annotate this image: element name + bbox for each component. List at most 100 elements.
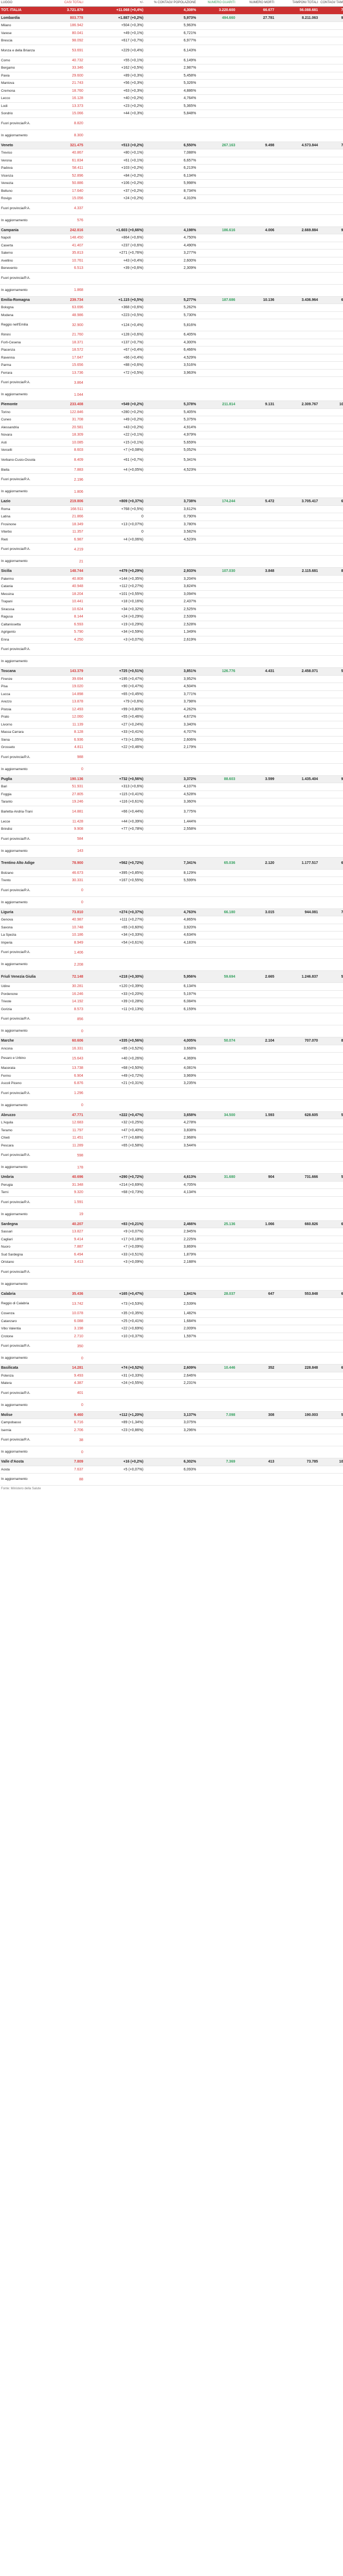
province-row[interactable]: In aggiornamento: [0, 655, 343, 668]
province-row[interactable]: Ascoli Piceno 6.876 +21 (+0,31%) 3,235%: [0, 1079, 343, 1088]
province-row[interactable]: Savona 10.748 +65 (+0,60%) 3,920%: [0, 924, 343, 932]
province-row[interactable]: Fuori provincia/P.A. 2.196: [0, 473, 343, 486]
region-row[interactable]: Calabria 35.436 +165 (+0,47%) 1,841% 28.037 6…: [0, 1290, 343, 1298]
province-row[interactable]: Forlì-Cesena 18.371 +137 (+0,7%) 4,300%: [0, 339, 343, 347]
province-row[interactable]: Firenze 39.694 +195 (+0,47%) 3,952%: [0, 675, 343, 684]
province-row[interactable]: Ancona 16.331 +85 (+0,52%) 3,668%: [0, 1045, 343, 1053]
province-row[interactable]: Prato 12.060 +55 (+0,46%) 4,672%: [0, 713, 343, 721]
province-row[interactable]: Nuoro 7.887 +7 (+0,09%) 3,869%: [0, 1243, 343, 1251]
province-row[interactable]: Vercelli 8.603 +7 (+0,08%) 5,052%: [0, 446, 343, 454]
province-row[interactable]: Pesaro e Urbino 15.643 +40 (+0,26%) 4,369%: [0, 1052, 343, 1065]
province-row[interactable]: Potenza 9.493 +31 (+0,33%) 2,646%: [0, 1372, 343, 1380]
province-row[interactable]: Fuori provincia/P.A. 584: [0, 833, 343, 846]
province-row[interactable]: Reggio di Calabria 13.742 +73 (+0,53%) 2,53…: [0, 1297, 343, 1311]
province-row[interactable]: Grosseto 4.811 +22 (+0,46%) 2,179%: [0, 743, 343, 752]
province-row[interactable]: Monza e della Brianza 53.691 +229 (+0,4%) 6…: [0, 45, 343, 57]
region-row[interactable]: Puglia 190.136 +732 (+0,56%) 3,372% 88.603 3.…: [0, 775, 343, 784]
province-row[interactable]: Matera 4.387 +24 (+0,55%) 2,231%: [0, 1379, 343, 1388]
province-row[interactable]: In aggiornamento 178: [0, 1161, 343, 1174]
province-row[interactable]: Fuori provincia/P.A. 401: [0, 1387, 343, 1400]
province-row[interactable]: Fuori provincia/P.A. 350: [0, 1340, 343, 1353]
province-row[interactable]: Fuori provincia/P.A. 598: [0, 1149, 343, 1162]
province-row[interactable]: Rieti 6.987 +4 (+0,06%) 4,523%: [0, 536, 343, 544]
province-row[interactable]: Napoli 148.450 +864 (+0,6%) 4,750%: [0, 234, 343, 242]
province-row[interactable]: Como 40.732 +55 (+0,1%) 6,149%: [0, 57, 343, 65]
province-row[interactable]: Bolzano 46.673 +395 (+0,85%) 8,129%: [0, 869, 343, 878]
total-row[interactable]: TOT. ITALIA 3.721.879 +11.068 (+0,4%) 4,308…: [0, 6, 343, 15]
province-row[interactable]: Bergamo 33.346 +162 (+0,5%) 2,987%: [0, 64, 343, 72]
province-row[interactable]: Padova 58.411 +103 (+0,2%) 6,213%: [0, 164, 343, 172]
province-row[interactable]: Fuori provincia/P.A. 3.864: [0, 376, 343, 389]
province-row[interactable]: Cosenza 10.078 +35 (+0,35%) 1,482%: [0, 1309, 343, 1318]
province-row[interactable]: L'Aquila 12.683 +32 (+0,25%) 4,278%: [0, 1119, 343, 1127]
column-header[interactable]: TAMPONI TOTALI: [275, 0, 319, 7]
province-row[interactable]: Catania 40.948 +112 (+0,27%) 3,824%: [0, 582, 343, 591]
region-row[interactable]: Sicilia 148.744 +479 (+0,29%) 2,933% 107.030…: [0, 567, 343, 576]
province-row[interactable]: La Spezia 10.186 +34 (+0,33%) 4,634%: [0, 931, 343, 939]
province-row[interactable]: Vibo Valentia 3.198 +22 (+0,69%) 2,009%: [0, 1325, 343, 1333]
province-row[interactable]: Rovigo 15.056 +24 (+0,2%) 4,310%: [0, 194, 343, 203]
province-row[interactable]: In aggiornamento 19: [0, 1208, 343, 1221]
province-row[interactable]: Fuori provincia/P.A.: [0, 1266, 343, 1279]
region-row[interactable]: Umbria 40.696 +290 (+0,72%) 4,613% 31.680 904…: [0, 1173, 343, 1182]
province-row[interactable]: Ragusa 8.144 +24 (+0,29%) 2,539%: [0, 613, 343, 621]
province-row[interactable]: Fuori provincia/P.A. 4.337: [0, 202, 343, 215]
column-header[interactable]: % CONTAGI/ POPOLAZIONE: [144, 0, 197, 7]
province-row[interactable]: Vicenza 52.896 +84 (+0,2%) 6,134%: [0, 172, 343, 180]
province-row[interactable]: Fuori provincia/P.A. 38: [0, 1434, 343, 1447]
province-row[interactable]: Caltanissetta 6.593 +19 (+0,29%) 2,528%: [0, 621, 343, 629]
province-row[interactable]: Trieste 14.192 +39 (+0,28%) 6,084%: [0, 998, 343, 1006]
province-row[interactable]: Bari 51.931 +313 (+0,6%) 4,107%: [0, 783, 343, 791]
province-row[interactable]: Fuori provincia/P.A.: [0, 272, 343, 285]
province-row[interactable]: Brescia 98.092 +617 (+0,7%) 6,977%: [0, 37, 343, 45]
province-row[interactable]: Chieti 11.451 +77 (+0,68%) 2,968%: [0, 1134, 343, 1142]
province-row[interactable]: Enna 4.250 +3 (+0,07%) 2,619%: [0, 636, 343, 644]
province-row[interactable]: Sassari 13.827 +9 (+0,07%) 2,945%: [0, 1228, 343, 1236]
province-row[interactable]: Piacenza 18.572 +67 (+0,4%) 6,466%: [0, 346, 343, 354]
province-row[interactable]: Fuori provincia/P.A. 4.219: [0, 543, 343, 556]
province-row[interactable]: Oristano 3.413 +3 (+0,09%) 2,188%: [0, 1258, 343, 1267]
province-row[interactable]: Viterbo 11.357 0 3,582%: [0, 528, 343, 536]
column-header[interactable]: CONTAGI/ TAMPONI: [319, 0, 343, 7]
province-row[interactable]: Genova 40.987 +111 (+0,27%) 4,865%: [0, 916, 343, 924]
region-row[interactable]: Liguria 73.810 +274 (+0,37%) 4,763% 66.180 3.…: [0, 908, 343, 917]
province-row[interactable]: Lecco 16.128 +40 (+0,2%) 4,764%: [0, 94, 343, 103]
province-row[interactable]: Lodi 13.373 +23 (+0,2%) 5,365%: [0, 102, 343, 111]
region-row[interactable]: Toscana 143.379 +725 (+0,51%) 3,851% 126.776…: [0, 667, 343, 676]
province-row[interactable]: Brindisi 9.908 +77 (+0,78%) 2,558%: [0, 825, 343, 834]
province-row[interactable]: Barletta-Andria-Trani 14.881 +66 (+0,44%) 3…: [0, 806, 343, 818]
region-row[interactable]: Trentino Alto Adige 78.900 +562 (+0,72%) 7,…: [0, 857, 343, 870]
province-row[interactable]: Terni 9.320 +68 (+0,73%) 4,134%: [0, 1188, 343, 1197]
province-row[interactable]: Modena 48.986 +223 (+0,5%) 5,730%: [0, 311, 343, 320]
region-row[interactable]: Emilia-Romagna 239.734 +1.115 (+0,5%) 5,277…: [0, 296, 343, 305]
province-row[interactable]: In aggiornamento 143: [0, 845, 343, 858]
province-row[interactable]: Lucca 14.898 +65 (+0,45%) 3,771%: [0, 690, 343, 699]
province-row[interactable]: Teramo 11.797 +47 (+0,40%) 3,838%: [0, 1127, 343, 1135]
province-row[interactable]: In aggiornamento 21: [0, 555, 343, 568]
province-row[interactable]: Treviso 40.867 +80 (+0,1%) 7,088%: [0, 149, 343, 157]
province-row[interactable]: Belluno 17.640 +37 (+0,2%) 8,734%: [0, 187, 343, 196]
province-row[interactable]: Frosinone 18.349 +13 (+0,07%) 3,780%: [0, 521, 343, 529]
province-row[interactable]: Milano 186.942 +504 (+0,3%) 5,963%: [0, 21, 343, 30]
province-row[interactable]: Cremona 18.760 +63 (+0,3%) 4,886%: [0, 87, 343, 95]
province-row[interactable]: Novara 18.309 +22 (+0,1%) 4,979%: [0, 431, 343, 439]
province-row[interactable]: Lecce 11.428 +44 (+0,39%) 1,444%: [0, 818, 343, 826]
province-row[interactable]: Sud Sardegna 6.494 +33 (+0,51%) 1,879%: [0, 1251, 343, 1259]
province-row[interactable]: Catanzaro 6.088 +25 (+0,41%) 1,684%: [0, 1317, 343, 1326]
province-row[interactable]: In aggiornamento 88: [0, 1473, 343, 1486]
region-row[interactable]: Abruzzo 47.771 +222 (+0,47%) 3,658% 34.500 1.…: [0, 1111, 343, 1120]
province-row[interactable]: Varese 80.041 +49 (+0,1%) 6,721%: [0, 29, 343, 38]
province-row[interactable]: In aggiornamento 0: [0, 896, 343, 909]
province-row[interactable]: In aggiornamento 0: [0, 763, 343, 776]
province-row[interactable]: Bologna 63.696 +368 (+0,6%) 5,262%: [0, 304, 343, 312]
column-header[interactable]: CASI TOTALI: [47, 0, 84, 7]
province-row[interactable]: In aggiornamento 0: [0, 1025, 343, 1038]
province-row[interactable]: Sondrio 15.066 +44 (+0,3%) 5,848%: [0, 110, 343, 118]
province-row[interactable]: Massa Carrara 8.128 +33 (+0,41%) 4,707%: [0, 728, 343, 737]
province-row[interactable]: Cagliari 9.414 +17 (+0,18%) 2,225%: [0, 1236, 343, 1244]
province-row[interactable]: Fuori provincia/P.A. 1.296: [0, 1087, 343, 1100]
province-row[interactable]: In aggiornamento 0: [0, 1352, 343, 1365]
column-header[interactable]: NUMERO GUARITI: [197, 0, 237, 7]
province-row[interactable]: Rimini 21.760 +128 (+0,6%) 6,405%: [0, 331, 343, 339]
province-row[interactable]: Udine 30.281 +120 (+0,39%) 6,134%: [0, 982, 343, 991]
